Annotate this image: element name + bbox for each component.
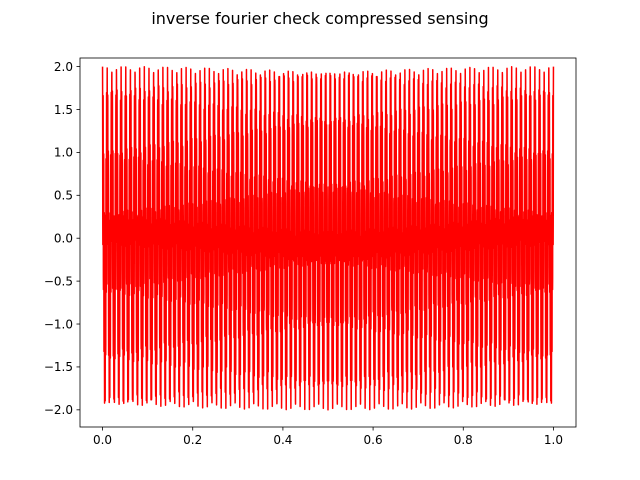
axes-frame xyxy=(79,57,577,428)
x-tick-label: 1.0 xyxy=(544,433,563,447)
x-tick-label: 0.2 xyxy=(183,433,202,447)
series-line xyxy=(101,66,555,411)
y-tick-label: −0.5 xyxy=(44,274,73,288)
y-axis: −2.0 −1.5 −1.0 −0.5 0.0 0.5 1.0 1.5 2.0 xyxy=(44,60,80,417)
y-tick-label: −1.5 xyxy=(44,360,73,374)
chart-title: inverse fourier check compressed sensing xyxy=(151,9,488,28)
x-axis: 0.0 0.2 0.4 0.6 0.8 1.0 xyxy=(93,427,563,447)
y-tick-label: 2.0 xyxy=(54,60,73,74)
y-tick-label: −2.0 xyxy=(44,403,73,417)
y-tick-label: −1.0 xyxy=(44,317,73,331)
x-tick-label: 0.6 xyxy=(364,433,383,447)
plot-area xyxy=(79,57,577,428)
y-tick-label: 1.0 xyxy=(54,146,73,160)
x-tick-label: 0.0 xyxy=(93,433,112,447)
x-tick-label: 0.8 xyxy=(454,433,473,447)
y-tick-label: 1.5 xyxy=(54,103,73,117)
y-tick-label: 0.5 xyxy=(54,189,73,203)
y-tick-label: 0.0 xyxy=(54,232,73,246)
series-layer xyxy=(101,66,555,411)
x-tick-label: 0.4 xyxy=(273,433,292,447)
